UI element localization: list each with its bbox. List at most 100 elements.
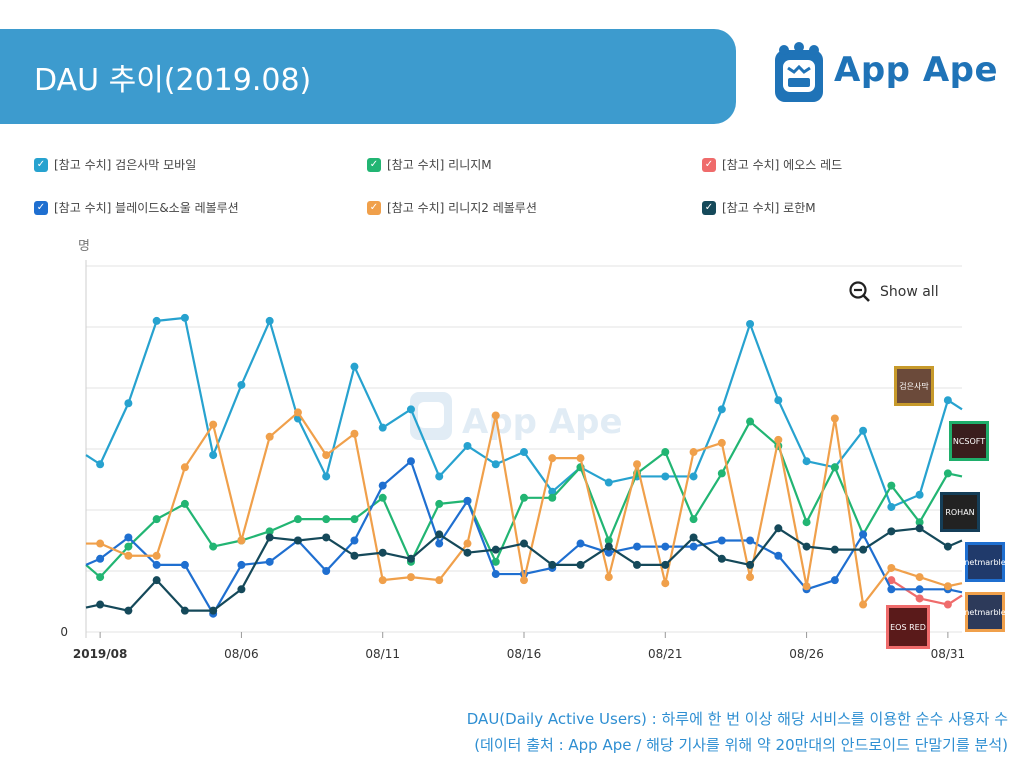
data-point[interactable] (463, 548, 472, 557)
data-point[interactable] (378, 493, 387, 502)
data-point[interactable] (96, 573, 105, 582)
data-point[interactable] (406, 457, 415, 466)
data-point[interactable] (322, 472, 331, 481)
data-point[interactable] (293, 536, 302, 545)
data-point[interactable] (576, 539, 585, 548)
data-point[interactable] (265, 432, 274, 441)
data-point[interactable] (859, 530, 868, 539)
legend-item-eos-red[interactable]: ✓ [참고 수치] 에오스 레드 (702, 156, 842, 173)
data-point[interactable] (152, 551, 161, 560)
data-point[interactable] (830, 414, 839, 423)
data-point[interactable] (265, 533, 274, 542)
data-point[interactable] (887, 563, 896, 572)
data-point[interactable] (124, 551, 133, 560)
data-point[interactable] (350, 429, 359, 438)
data-point[interactable] (237, 536, 246, 545)
data-point[interactable] (661, 560, 670, 569)
data-point[interactable] (209, 542, 218, 551)
data-point[interactable] (435, 539, 444, 548)
data-point[interactable] (633, 560, 642, 569)
data-point[interactable] (209, 420, 218, 429)
data-point[interactable] (802, 457, 811, 466)
data-point[interactable] (746, 573, 755, 582)
legend-item-lineage-m[interactable]: ✓ [참고 수치] 리니지M (367, 156, 492, 173)
data-point[interactable] (774, 435, 783, 444)
data-point[interactable] (717, 405, 726, 414)
data-point[interactable] (322, 567, 331, 575)
data-point[interactable] (661, 579, 670, 588)
data-point[interactable] (689, 472, 698, 481)
data-point[interactable] (915, 585, 924, 594)
data-point[interactable] (463, 496, 472, 505)
legend-item-lineage2[interactable]: ✓ [참고 수치] 리니지2 레볼루션 (367, 199, 537, 216)
data-point[interactable] (915, 594, 924, 603)
data-point[interactable] (350, 536, 359, 545)
data-point[interactable] (661, 448, 670, 457)
data-point[interactable] (604, 478, 613, 487)
checkbox-icon[interactable]: ✓ (702, 157, 716, 172)
data-point[interactable] (943, 542, 952, 551)
data-point[interactable] (435, 530, 444, 539)
data-point[interactable] (774, 524, 783, 533)
data-point[interactable] (491, 545, 500, 554)
data-point[interactable] (830, 576, 839, 585)
data-point[interactable] (943, 396, 952, 405)
data-point[interactable] (717, 554, 726, 563)
data-point[interactable] (378, 576, 387, 585)
data-point[interactable] (406, 405, 415, 414)
data-point[interactable] (265, 557, 274, 566)
data-point[interactable] (604, 542, 613, 551)
data-point[interactable] (520, 539, 528, 548)
data-point[interactable] (322, 451, 331, 460)
data-point[interactable] (746, 319, 755, 328)
data-point[interactable] (180, 313, 189, 322)
data-point[interactable] (491, 411, 500, 420)
data-point[interactable] (859, 600, 868, 609)
data-point[interactable] (96, 460, 105, 469)
checkbox-icon[interactable]: ✓ (34, 200, 48, 215)
data-point[interactable] (293, 408, 302, 417)
data-point[interactable] (689, 542, 698, 551)
data-point[interactable] (322, 515, 331, 524)
data-point[interactable] (915, 573, 924, 582)
data-point[interactable] (830, 463, 839, 472)
data-point[interactable] (180, 606, 189, 615)
data-point[interactable] (463, 539, 472, 548)
data-point[interactable] (576, 560, 585, 569)
data-point[interactable] (152, 515, 161, 524)
data-point[interactable] (915, 518, 924, 527)
data-point[interactable] (802, 518, 811, 527)
data-point[interactable] (548, 560, 557, 569)
data-point[interactable] (746, 536, 755, 545)
checkbox-icon[interactable]: ✓ (34, 157, 48, 172)
data-point[interactable] (378, 423, 387, 432)
data-point[interactable] (802, 582, 811, 591)
data-point[interactable] (265, 527, 274, 536)
legend-item-black-desert[interactable]: ✓ [참고 수치] 검은사막 모바일 (34, 156, 196, 173)
data-point[interactable] (717, 469, 726, 478)
data-point[interactable] (96, 539, 105, 548)
data-point[interactable] (491, 460, 500, 469)
data-point[interactable] (689, 533, 698, 542)
data-point[interactable] (520, 448, 528, 457)
data-point[interactable] (774, 396, 783, 405)
data-point[interactable] (378, 481, 387, 490)
data-point[interactable] (859, 545, 868, 554)
checkbox-icon[interactable]: ✓ (367, 157, 381, 172)
data-point[interactable] (322, 533, 331, 542)
legend-item-blade-soul[interactable]: ✓ [참고 수치] 블레이드&소울 레볼루션 (34, 199, 239, 216)
show-all-button[interactable]: Show all (848, 280, 939, 304)
data-point[interactable] (717, 438, 726, 447)
data-point[interactable] (887, 585, 896, 594)
data-point[interactable] (124, 399, 133, 408)
data-point[interactable] (604, 573, 613, 582)
data-point[interactable] (152, 576, 161, 585)
data-point[interactable] (96, 554, 105, 563)
data-point[interactable] (237, 560, 246, 569)
data-point[interactable] (830, 545, 839, 554)
data-point[interactable] (746, 417, 755, 426)
data-point[interactable] (887, 527, 896, 536)
data-point[interactable] (943, 600, 952, 609)
data-point[interactable] (180, 499, 189, 508)
data-point[interactable] (237, 585, 246, 594)
